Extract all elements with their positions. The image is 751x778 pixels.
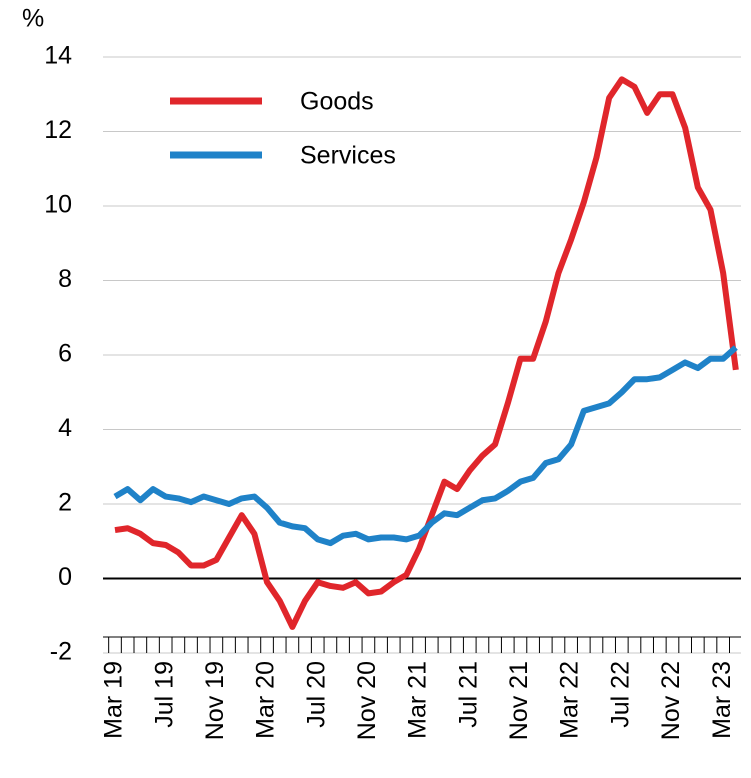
y-tick-label: 4 [58,414,72,442]
x-tick-label: Mar 21 [404,661,432,739]
y-tick-label: -2 [50,638,72,666]
series-line [113,345,738,547]
x-tick-label: Jul 22 [606,661,634,728]
x-tick-label: Mar 23 [708,661,736,739]
x-tick-label: Jul 19 [150,661,178,728]
x-tick-label: Jul 20 [302,661,330,728]
y-tick-label: 0 [58,563,72,591]
legend-label: Goods [300,88,374,116]
y-tick-label: 14 [44,42,72,70]
y-tick-label: 8 [58,265,72,293]
x-tick-label: Mar 20 [252,661,280,739]
y-tick-label: 12 [44,116,72,144]
y-axis-label: % [22,5,44,33]
y-tick-label: 6 [58,340,72,368]
legend-label: Services [300,142,396,170]
x-tick-label: Mar 22 [556,661,584,739]
x-tick-label: Nov 19 [201,661,229,740]
x-tick-label: Jul 21 [454,661,482,728]
series-line [114,76,739,630]
x-tick-label: Nov 21 [505,661,533,740]
y-tick-label: 2 [58,489,72,517]
y-tick-label: 10 [44,191,72,219]
x-tick-label: Nov 20 [353,661,381,740]
x-tick-label: Mar 19 [100,661,128,739]
x-tick-label: Nov 22 [657,661,685,740]
